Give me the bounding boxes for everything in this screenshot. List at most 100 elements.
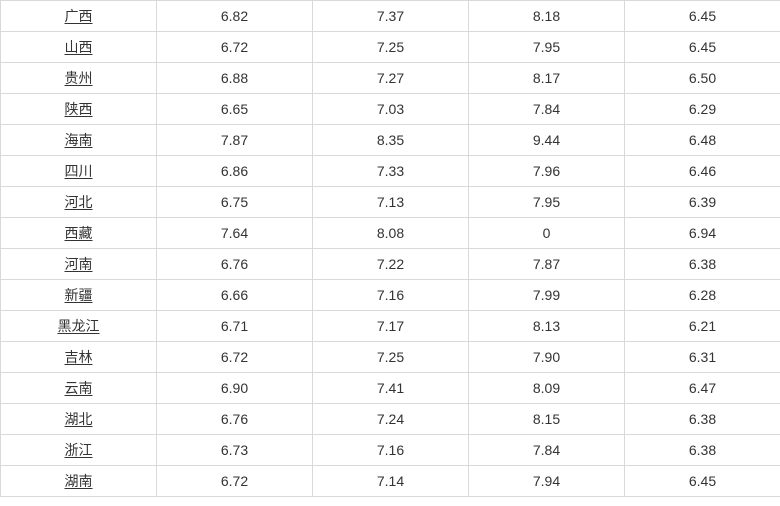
value-cell-4: 6.45	[625, 466, 780, 497]
value-cell-2: 7.41	[313, 373, 469, 404]
value-cell-1: 6.73	[157, 435, 313, 466]
value-cell-2: 7.16	[313, 280, 469, 311]
province-cell[interactable]: 黑龙江	[1, 311, 157, 342]
table-row: 湖南 6.727.147.946.45	[1, 466, 780, 497]
table-row: 新疆 6.667.167.996.28	[1, 280, 780, 311]
value-cell-3: 8.15	[469, 404, 625, 435]
value-cell-3: 7.90	[469, 342, 625, 373]
value-cell-4: 6.29	[625, 94, 780, 125]
province-link[interactable]: 山西	[65, 39, 93, 55]
province-cell[interactable]: 贵州	[1, 63, 157, 94]
province-link[interactable]: 浙江	[65, 442, 93, 458]
value-cell-2: 7.14	[313, 466, 469, 497]
value-cell-1: 7.64	[157, 218, 313, 249]
value-cell-1: 6.72	[157, 342, 313, 373]
value-cell-1: 6.76	[157, 404, 313, 435]
value-cell-2: 7.22	[313, 249, 469, 280]
value-cell-2: 7.25	[313, 342, 469, 373]
value-cell-3: 7.84	[469, 94, 625, 125]
province-link[interactable]: 河南	[65, 256, 93, 272]
value-cell-1: 6.66	[157, 280, 313, 311]
table-row: 贵州 6.887.278.176.50	[1, 63, 780, 94]
province-cell[interactable]: 浙江	[1, 435, 157, 466]
value-cell-4: 6.46	[625, 156, 780, 187]
province-cell[interactable]: 广西	[1, 1, 157, 32]
province-cell[interactable]: 河北	[1, 187, 157, 218]
value-cell-3: 0	[469, 218, 625, 249]
province-link[interactable]: 吉林	[65, 349, 93, 365]
value-cell-3: 7.95	[469, 187, 625, 218]
province-link[interactable]: 陕西	[65, 101, 93, 117]
province-link[interactable]: 云南	[65, 380, 93, 396]
value-cell-3: 7.96	[469, 156, 625, 187]
price-table: 广西6.827.378.186.45山西6.727.257.956.45贵州6.…	[0, 0, 780, 497]
value-cell-2: 8.35	[313, 125, 469, 156]
province-cell[interactable]: 吉林	[1, 342, 157, 373]
province-link[interactable]: 海南	[65, 132, 93, 148]
value-cell-4: 6.50	[625, 63, 780, 94]
value-cell-3: 8.17	[469, 63, 625, 94]
province-link[interactable]: 湖北	[65, 411, 93, 427]
value-cell-1: 6.72	[157, 466, 313, 497]
value-cell-4: 6.38	[625, 404, 780, 435]
table-row: 云南6.907.418.096.47	[1, 373, 780, 404]
value-cell-1: 6.88	[157, 63, 313, 94]
value-cell-1: 6.72	[157, 32, 313, 63]
value-cell-1: 6.76	[157, 249, 313, 280]
province-cell[interactable]: 海南	[1, 125, 157, 156]
table-row: 吉林6.727.257.906.31	[1, 342, 780, 373]
value-cell-3: 7.94	[469, 466, 625, 497]
province-cell[interactable]: 云南	[1, 373, 157, 404]
value-cell-1: 7.87	[157, 125, 313, 156]
province-cell[interactable]: 陕西	[1, 94, 157, 125]
province-cell[interactable]: 山西	[1, 32, 157, 63]
province-link[interactable]: 河北	[65, 194, 93, 210]
value-cell-2: 7.25	[313, 32, 469, 63]
value-cell-1: 6.71	[157, 311, 313, 342]
value-cell-3: 7.95	[469, 32, 625, 63]
value-cell-4: 6.28	[625, 280, 780, 311]
province-link[interactable]: 贵州	[65, 70, 93, 86]
table-row: 海南7.878.359.446.48	[1, 125, 780, 156]
table-row: 湖北6.767.248.156.38	[1, 404, 780, 435]
province-cell[interactable]: 四川	[1, 156, 157, 187]
table-row: 河北6.757.137.956.39	[1, 187, 780, 218]
table-row: 山西6.727.257.956.45	[1, 32, 780, 63]
value-cell-3: 7.84	[469, 435, 625, 466]
province-link[interactable]: 四川	[65, 163, 93, 179]
value-cell-2: 7.37	[313, 1, 469, 32]
value-cell-3: 8.18	[469, 1, 625, 32]
table-row: 黑龙江 6.717.178.136.21	[1, 311, 780, 342]
province-cell[interactable]: 湖北	[1, 404, 157, 435]
value-cell-2: 7.03	[313, 94, 469, 125]
table-row: 河南 6.767.227.876.38	[1, 249, 780, 280]
province-link[interactable]: 新疆	[65, 287, 93, 303]
province-cell[interactable]: 新疆	[1, 280, 157, 311]
value-cell-3: 8.13	[469, 311, 625, 342]
table-row: 浙江6.737.167.846.38	[1, 435, 780, 466]
province-cell[interactable]: 湖南	[1, 466, 157, 497]
province-link[interactable]: 西藏	[65, 225, 93, 241]
value-cell-4: 6.47	[625, 373, 780, 404]
value-cell-4: 6.45	[625, 1, 780, 32]
value-cell-2: 7.13	[313, 187, 469, 218]
value-cell-3: 7.87	[469, 249, 625, 280]
value-cell-4: 6.94	[625, 218, 780, 249]
value-cell-2: 7.27	[313, 63, 469, 94]
value-cell-3: 7.99	[469, 280, 625, 311]
province-link[interactable]: 广西	[65, 8, 93, 24]
value-cell-2: 7.17	[313, 311, 469, 342]
province-link[interactable]: 黑龙江	[58, 318, 100, 334]
province-cell[interactable]: 河南	[1, 249, 157, 280]
province-link[interactable]: 湖南	[65, 473, 93, 489]
province-cell[interactable]: 西藏	[1, 218, 157, 249]
value-cell-1: 6.90	[157, 373, 313, 404]
value-cell-1: 6.65	[157, 94, 313, 125]
table-row: 四川6.867.337.966.46	[1, 156, 780, 187]
value-cell-2: 7.33	[313, 156, 469, 187]
value-cell-4: 6.38	[625, 435, 780, 466]
value-cell-4: 6.38	[625, 249, 780, 280]
table-row: 陕西 6.657.037.846.29	[1, 94, 780, 125]
table-row: 广西6.827.378.186.45	[1, 1, 780, 32]
value-cell-4: 6.21	[625, 311, 780, 342]
